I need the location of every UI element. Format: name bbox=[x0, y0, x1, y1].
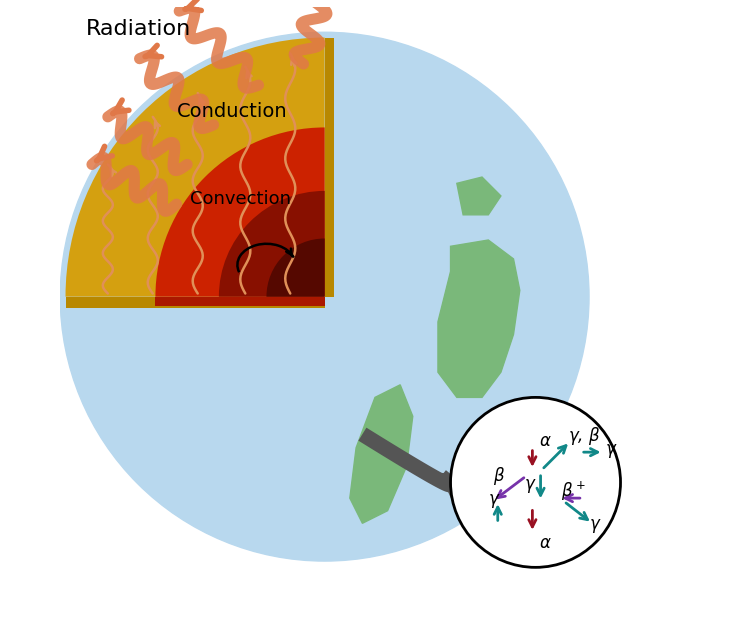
Polygon shape bbox=[350, 385, 412, 523]
Circle shape bbox=[451, 397, 620, 567]
Circle shape bbox=[60, 33, 589, 561]
Text: $\beta^+$: $\beta^+$ bbox=[561, 480, 586, 503]
Text: $\beta$: $\beta$ bbox=[493, 465, 505, 487]
Text: $\gamma$: $\gamma$ bbox=[524, 477, 537, 494]
Text: Radiation: Radiation bbox=[86, 19, 190, 40]
Text: $\gamma$: $\gamma$ bbox=[589, 517, 602, 535]
Polygon shape bbox=[457, 177, 501, 215]
Wedge shape bbox=[155, 128, 325, 297]
Text: $\gamma$: $\gamma$ bbox=[604, 442, 617, 460]
Wedge shape bbox=[266, 239, 325, 297]
Text: $\gamma$, $\beta$: $\gamma$, $\beta$ bbox=[568, 426, 601, 447]
Wedge shape bbox=[219, 191, 325, 297]
Text: $\gamma$: $\gamma$ bbox=[488, 493, 501, 510]
Polygon shape bbox=[438, 240, 520, 397]
FancyBboxPatch shape bbox=[155, 297, 325, 306]
Text: Convection: Convection bbox=[190, 190, 290, 208]
Text: $\alpha$: $\alpha$ bbox=[538, 433, 551, 450]
Text: Conduction: Conduction bbox=[177, 102, 287, 121]
Text: $\alpha$: $\alpha$ bbox=[538, 534, 551, 552]
FancyBboxPatch shape bbox=[325, 38, 334, 297]
FancyBboxPatch shape bbox=[65, 297, 325, 308]
Wedge shape bbox=[65, 38, 325, 297]
